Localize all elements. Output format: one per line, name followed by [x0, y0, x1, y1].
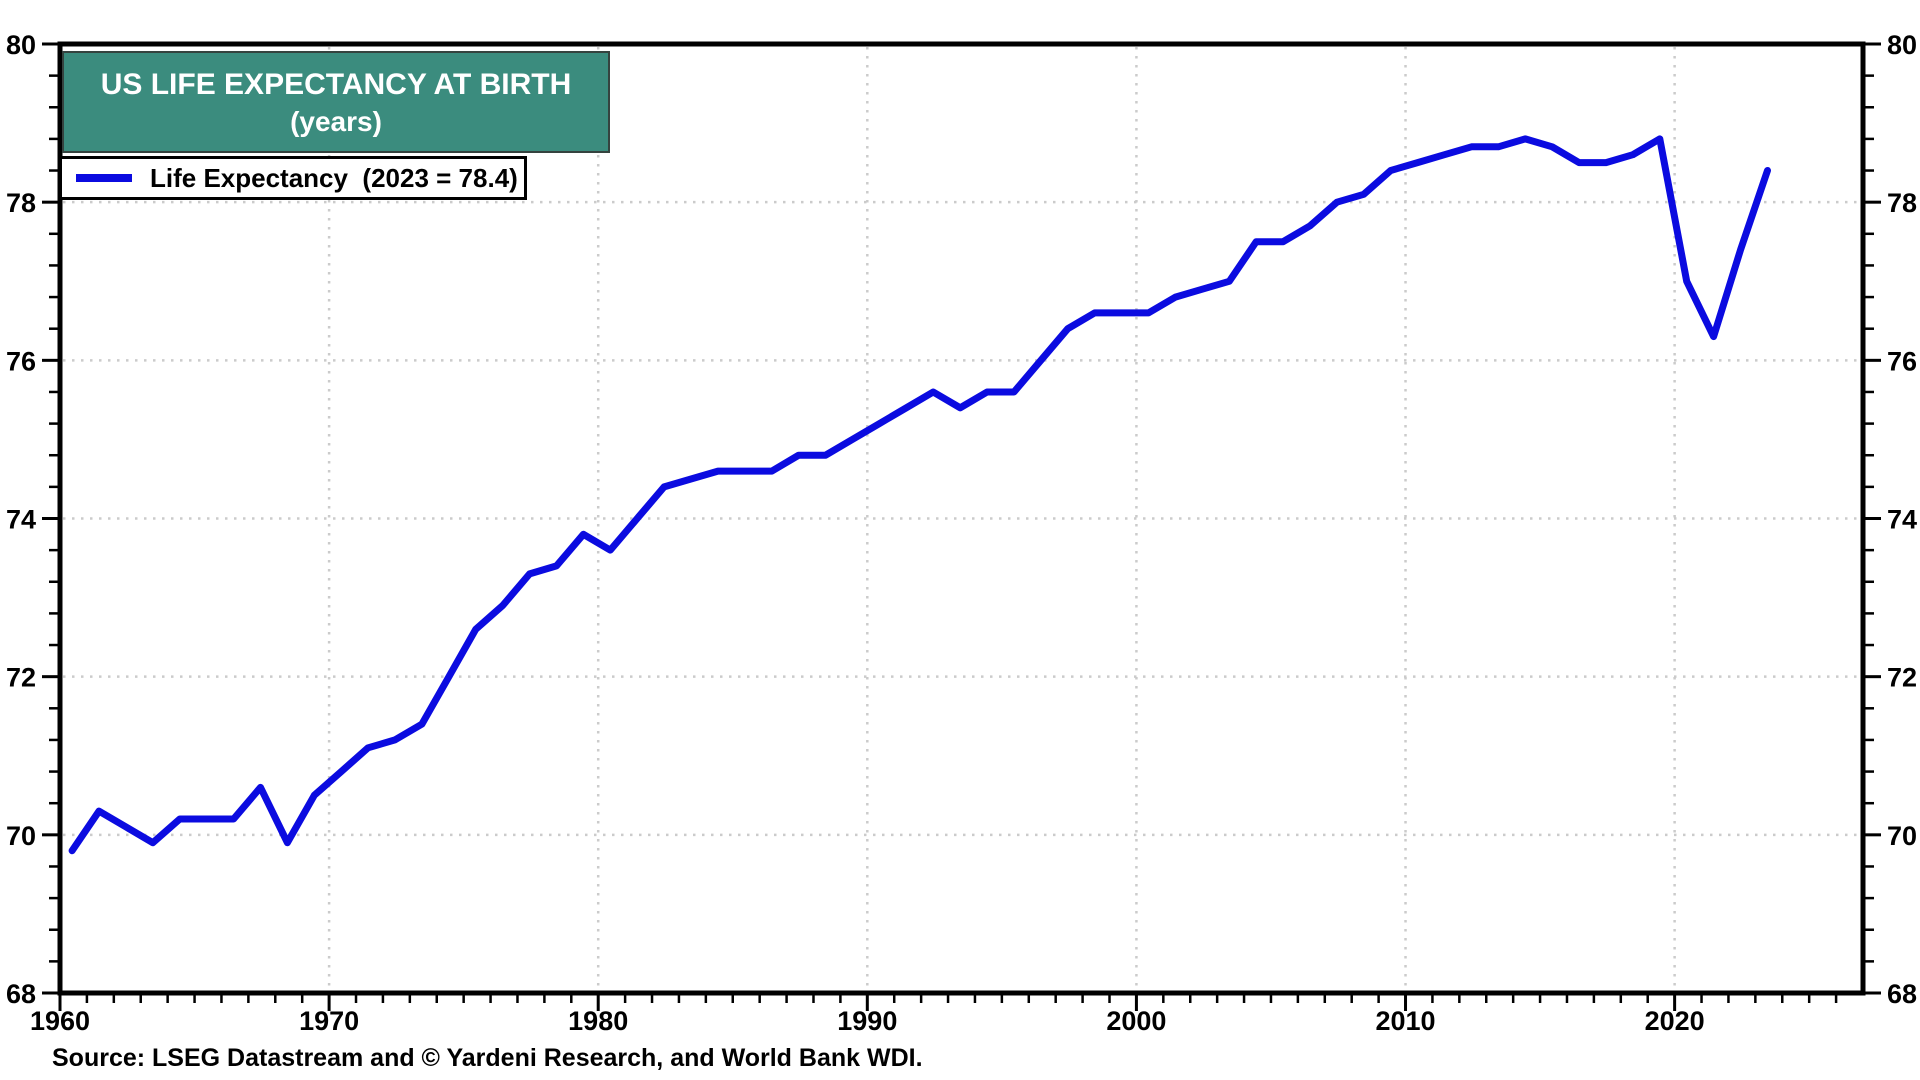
svg-text:2000: 2000: [1106, 1006, 1166, 1036]
svg-text:72: 72: [6, 663, 36, 693]
axis-ticks: [42, 42, 1881, 1011]
svg-text:78: 78: [1887, 188, 1917, 218]
svg-text:80: 80: [6, 30, 36, 60]
svg-text:78: 78: [6, 188, 36, 218]
svg-text:2010: 2010: [1375, 1006, 1435, 1036]
source-attribution: Source: LSEG Datastream and © Yardeni Re…: [52, 1044, 923, 1072]
svg-text:74: 74: [6, 505, 36, 535]
svg-text:70: 70: [1887, 821, 1917, 851]
svg-text:1960: 1960: [30, 1006, 90, 1036]
svg-text:72: 72: [1887, 663, 1917, 693]
legend-line-swatch: [76, 174, 132, 182]
legend-label: Life Expectancy (2023 = 78.4): [150, 162, 518, 193]
chart-title-banner: US LIFE EXPECTANCY AT BIRTH (years): [62, 51, 610, 153]
plot-frame: [57, 41, 1866, 996]
svg-text:68: 68: [6, 979, 36, 1009]
svg-text:1970: 1970: [299, 1006, 359, 1036]
axis-tick-labels: 68 68 70 70 72 72 74 74 76 76 78 78 80 80 1960 1970 1980…: [6, 30, 1917, 1036]
gridlines: [63, 47, 1860, 990]
chart-title: US LIFE EXPECTANCY AT BIRTH: [100, 67, 572, 101]
svg-text:76: 76: [1887, 346, 1917, 376]
svg-text:68: 68: [1887, 979, 1917, 1009]
svg-text:76: 76: [6, 346, 36, 376]
life-expectancy-line: [68, 135, 1771, 855]
chart-title-units: (years): [290, 106, 382, 138]
svg-text:80: 80: [1887, 30, 1917, 60]
svg-text:2020: 2020: [1645, 1006, 1705, 1036]
svg-text:1990: 1990: [837, 1006, 897, 1036]
svg-text:74: 74: [1887, 505, 1917, 535]
svg-text:70: 70: [6, 821, 36, 851]
legend: Life Expectancy (2023 = 78.4): [59, 156, 527, 200]
svg-text:1980: 1980: [568, 1006, 628, 1036]
